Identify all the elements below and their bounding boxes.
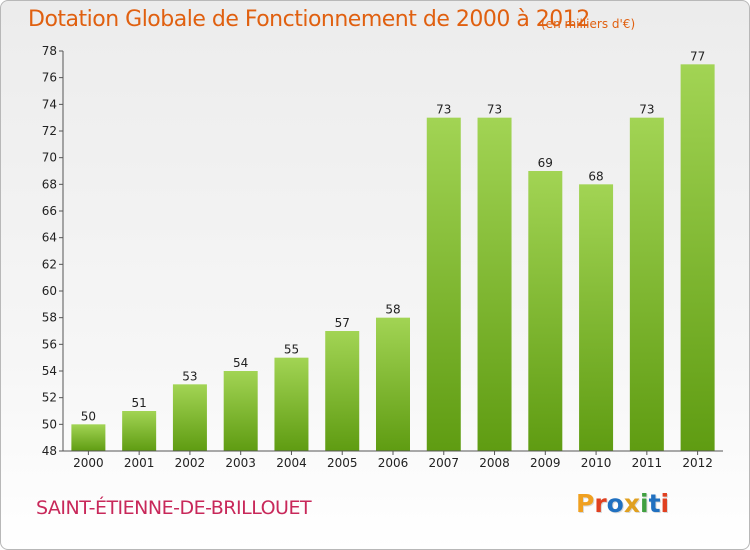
x-tick-label-2009: 2009 (530, 456, 561, 470)
brand-letter: o (606, 489, 624, 518)
x-tick-label-2005: 2005 (327, 456, 358, 470)
bar-2002 (172, 384, 207, 451)
brand-logo: Proxiti (576, 489, 669, 518)
value-label-2001: 51 (132, 396, 147, 410)
x-axis: 2000 2001 2002 2003 2004 2005 2006 2007 2008 2009… (63, 450, 723, 470)
y-tick-label: 50 (42, 417, 57, 431)
value-label-2007: 73 (436, 103, 451, 117)
y-tick-label: 54 (42, 364, 57, 378)
x-tick-label-2010: 2010 (581, 456, 612, 470)
value-label-2003: 54 (233, 356, 248, 370)
value-labels-group: 50 51 53 54 55 57 58 73 73 69 68 73 77 (81, 49, 706, 423)
bar-2000 (71, 424, 106, 451)
value-label-2012: 77 (690, 49, 705, 63)
y-tick-label: 58 (42, 311, 57, 325)
x-tick-label-2001: 2001 (124, 456, 155, 470)
y-tick-label: 70 (42, 151, 57, 165)
brand-letter: r (594, 489, 607, 518)
bar-2005 (325, 331, 360, 451)
value-label-2005: 57 (335, 316, 350, 330)
y-axis: 48 50 52 54 56 58 60 62 64 66 68 70 72 74 76 78 (42, 44, 64, 458)
bar-2001 (122, 411, 157, 451)
value-label-2000: 50 (81, 409, 96, 423)
bar-2003 (223, 371, 258, 451)
y-tick-label: 78 (42, 44, 57, 58)
commune-name: SAINT-ÉTIENNE-DE-BRILLOUET (36, 497, 312, 519)
x-tick-label-2007: 2007 (428, 456, 459, 470)
bar-2006 (376, 317, 410, 451)
y-tick-label: 74 (42, 97, 57, 111)
bar-2007 (426, 117, 461, 452)
brand-letter: i (640, 489, 649, 518)
y-tick-label: 66 (42, 204, 57, 218)
x-tick-label-2012: 2012 (682, 456, 713, 470)
bar-2008 (477, 117, 512, 452)
y-tick-label: 56 (42, 337, 57, 351)
value-label-2004: 55 (284, 343, 299, 357)
brand-letter: x (623, 489, 640, 518)
brand-letter: i (660, 489, 670, 518)
chart-subtitle: (en milliers d'€) (541, 17, 636, 31)
y-tick-label: 68 (42, 177, 57, 191)
value-label-2002: 53 (182, 369, 197, 383)
chart-title: Dotation Globale de Fonctionnement de 20… (28, 7, 590, 32)
y-tick-label: 60 (42, 284, 57, 298)
y-tick-label: 72 (42, 124, 57, 138)
y-tick-label: 64 (42, 231, 57, 245)
y-tick-label: 62 (42, 257, 57, 271)
bar-2004 (274, 357, 309, 451)
value-label-2008: 73 (487, 103, 502, 117)
x-tick-label-2008: 2008 (479, 456, 510, 470)
value-label-2011: 73 (639, 103, 654, 117)
x-tick-label-2011: 2011 (632, 456, 663, 470)
x-tick-label-2003: 2003 (225, 456, 256, 470)
x-tick-label-2004: 2004 (276, 456, 307, 470)
value-label-2009: 69 (538, 156, 553, 170)
x-tick-label-2006: 2006 (378, 456, 409, 470)
brand-letter: t (648, 489, 661, 518)
value-label-2006: 58 (385, 303, 400, 317)
y-tick-label: 76 (42, 71, 57, 85)
brand-letter: P (576, 489, 595, 518)
bar-2012 (680, 64, 715, 452)
bar-2009 (528, 171, 563, 451)
bars-group (71, 64, 715, 452)
x-tick-label-2000: 2000 (73, 456, 104, 470)
bar-2010 (579, 184, 614, 452)
bar-2011 (629, 117, 664, 452)
x-tick-label-2002: 2002 (175, 456, 206, 470)
value-label-2010: 68 (588, 169, 603, 183)
y-tick-label: 52 (42, 391, 57, 405)
y-tick-label: 48 (42, 444, 57, 458)
